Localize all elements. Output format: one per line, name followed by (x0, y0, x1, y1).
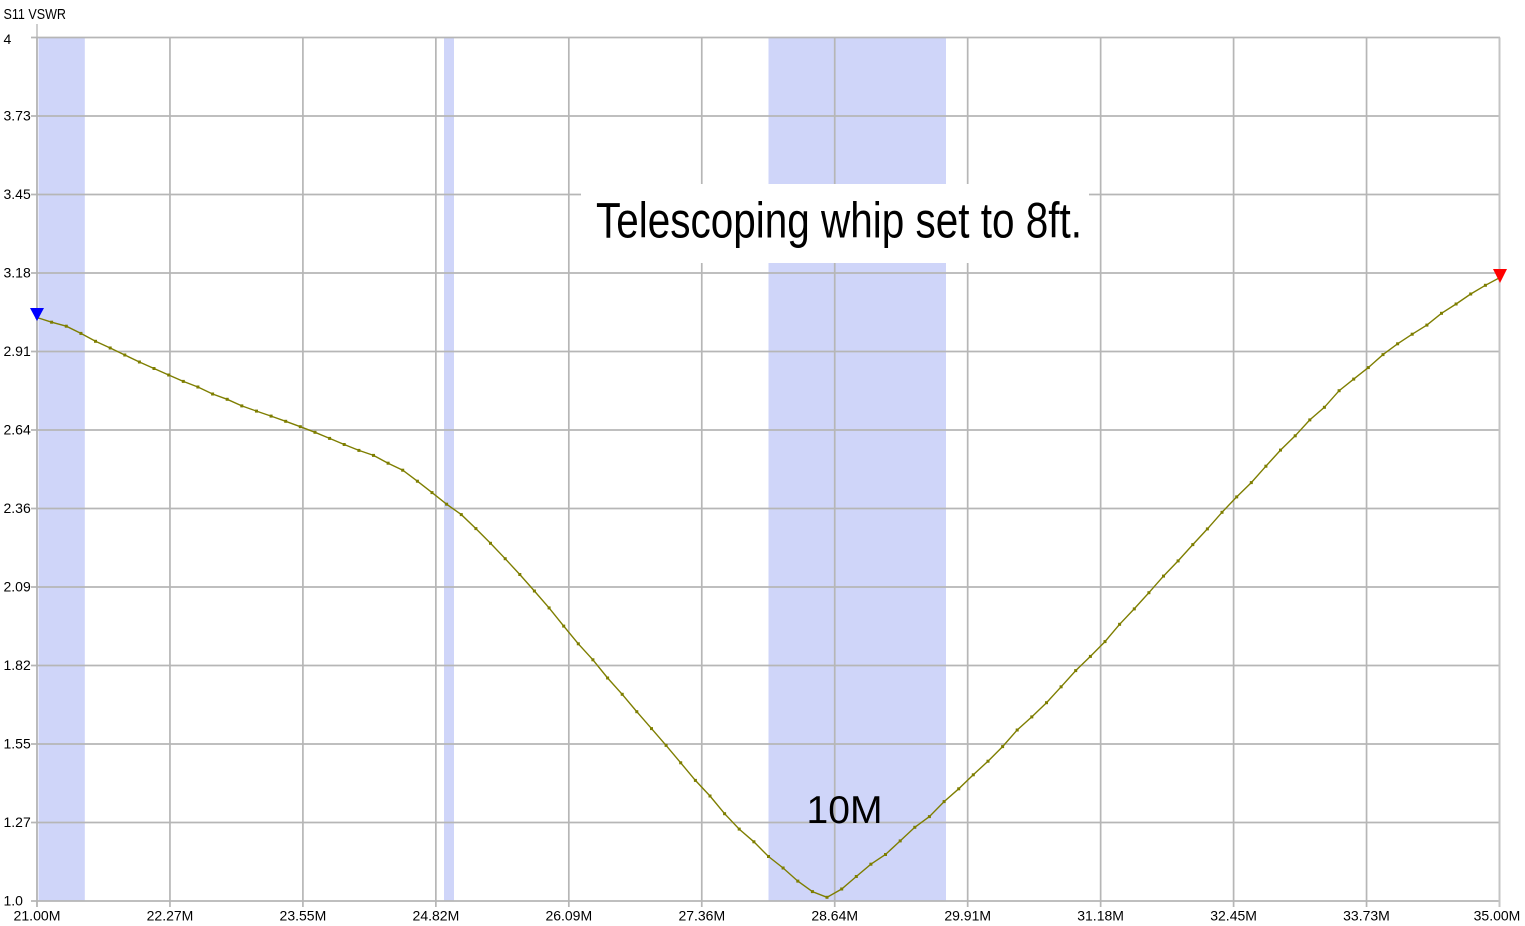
svg-text:3.18: 3.18 (4, 265, 31, 281)
svg-text:35.00M: 35.00M (1474, 908, 1521, 924)
svg-text:21.00M: 21.00M (14, 908, 61, 924)
svg-text:29.91M: 29.91M (944, 908, 991, 924)
svg-text:4: 4 (4, 31, 12, 47)
svg-text:2.91: 2.91 (4, 343, 31, 359)
svg-text:31.18M: 31.18M (1077, 908, 1124, 924)
svg-text:27.36M: 27.36M (678, 908, 725, 924)
svg-text:3.73: 3.73 (4, 108, 31, 124)
svg-text:1.82: 1.82 (4, 657, 31, 673)
svg-text:22.27M: 22.27M (147, 908, 194, 924)
svg-text:24.82M: 24.82M (413, 908, 460, 924)
svg-text:2.36: 2.36 (4, 500, 31, 516)
svg-text:S11 VSWR: S11 VSWR (4, 7, 67, 23)
svg-text:3.45: 3.45 (4, 186, 31, 202)
svg-text:2.64: 2.64 (4, 422, 31, 438)
svg-text:26.09M: 26.09M (545, 908, 592, 924)
svg-text:10M: 10M (807, 789, 883, 832)
svg-text:Telescoping whip set to 8ft.: Telescoping whip set to 8ft. (596, 193, 1082, 249)
svg-text:28.64M: 28.64M (811, 908, 858, 924)
svg-text:33.73M: 33.73M (1343, 908, 1390, 924)
svg-text:2.09: 2.09 (4, 579, 31, 595)
svg-text:1.27: 1.27 (4, 814, 31, 830)
svg-text:1.0: 1.0 (4, 893, 24, 909)
svg-text:1.55: 1.55 (4, 736, 31, 752)
svg-text:23.55M: 23.55M (280, 908, 327, 924)
svg-text:32.45M: 32.45M (1210, 908, 1257, 924)
